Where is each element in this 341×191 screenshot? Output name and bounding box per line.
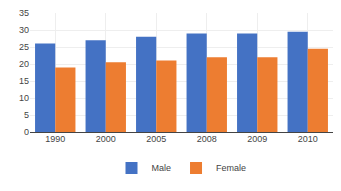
svg-text:2000: 2000 [96,134,116,144]
svg-text:2009: 2009 [247,134,267,144]
svg-text:2008: 2008 [197,134,217,144]
svg-text:20: 20 [19,59,29,69]
svg-text:1990: 1990 [45,134,65,144]
svg-text:10: 10 [19,93,29,103]
svg-text:35: 35 [19,8,29,18]
svg-text:Female: Female [216,163,246,173]
svg-text:15: 15 [19,76,29,86]
svg-text:Male: Male [152,163,172,173]
svg-text:2005: 2005 [146,134,166,144]
svg-text:2010: 2010 [298,134,318,144]
svg-text:0: 0 [24,127,29,137]
svg-text:25: 25 [19,42,29,52]
svg-text:5: 5 [24,110,29,120]
svg-text:30: 30 [19,25,29,35]
